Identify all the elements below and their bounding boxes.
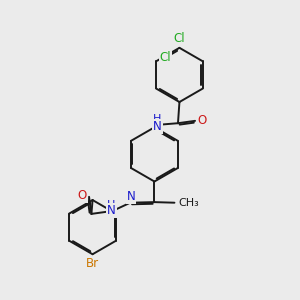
- Text: Br: Br: [86, 256, 99, 270]
- Text: H: H: [153, 114, 161, 124]
- Text: O: O: [197, 114, 206, 127]
- Text: N: N: [153, 120, 162, 133]
- Text: N: N: [127, 190, 136, 203]
- Text: CH₃: CH₃: [178, 198, 199, 208]
- Text: Cl: Cl: [160, 51, 171, 64]
- Text: N: N: [107, 204, 116, 217]
- Text: H: H: [107, 200, 116, 210]
- Text: O: O: [77, 189, 87, 202]
- Text: Cl: Cl: [174, 32, 185, 46]
